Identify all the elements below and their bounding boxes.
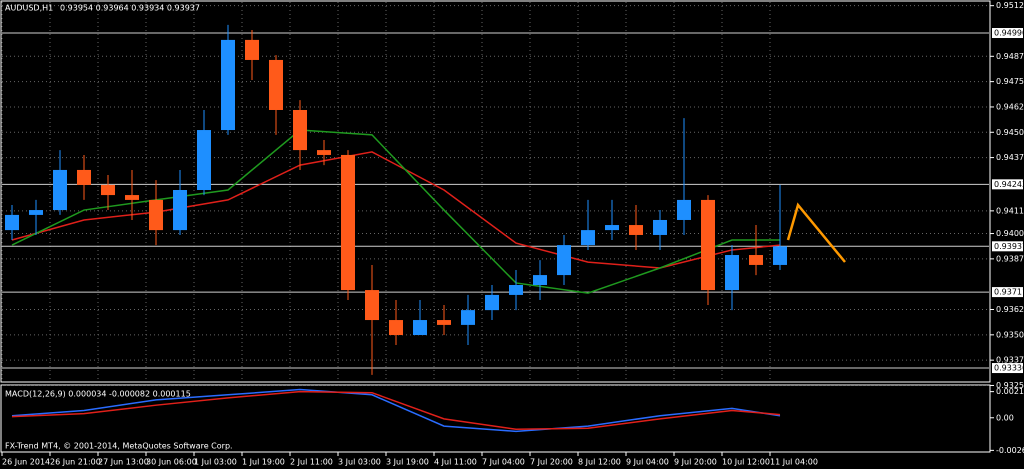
y-tick-label: 0.002139	[996, 387, 1024, 396]
x-tick-label: 27 Jun 13:00	[98, 458, 149, 467]
x-tick-label: 1 Jul 03:00	[194, 458, 237, 467]
level-label: 0.94243	[994, 180, 1024, 189]
candle-body	[77, 169, 91, 185]
y-tick-label: 0.94875	[996, 52, 1024, 61]
level-label: 0.93336	[994, 364, 1024, 373]
candle-body	[629, 225, 643, 235]
candle-body	[389, 320, 403, 336]
candle-body	[317, 150, 331, 155]
x-tick-label: 26 Jun 21:00	[50, 458, 101, 467]
candle-body	[701, 199, 715, 291]
x-tick-label: 30 Jun 06:00	[146, 458, 197, 467]
line-series	[11, 388, 781, 433]
level-label: 0.93937	[994, 242, 1024, 251]
candle-body	[557, 245, 571, 276]
candle-body	[533, 275, 547, 285]
candle-body	[149, 199, 163, 231]
level-box	[992, 363, 1023, 374]
x-tick-label: 4 Jul 11:00	[434, 458, 477, 467]
candle-body	[509, 285, 523, 295]
y-tick-label: 0.93875	[996, 254, 1024, 263]
candle-body	[341, 154, 355, 291]
x-tick-label: 9 Jul 04:00	[626, 458, 669, 467]
macd-frame	[0, 384, 991, 453]
line-series	[11, 129, 780, 294]
candle-body	[461, 310, 475, 325]
candle-body	[725, 255, 739, 291]
candle-body	[101, 184, 115, 196]
candle-body	[605, 225, 619, 231]
line-series	[11, 151, 781, 269]
x-tick-label: 11 Jul 04:00	[770, 458, 818, 467]
candle-body	[197, 130, 211, 190]
candle-body	[653, 219, 667, 235]
level-box	[992, 287, 1023, 298]
candle-body	[125, 195, 139, 200]
candle-body	[413, 320, 427, 336]
x-tick-label: 3 Jul 03:00	[338, 458, 381, 467]
level-box	[992, 241, 1023, 252]
x-tick-label: 9 Jul 20:00	[674, 458, 717, 467]
level-label: 0.93711	[994, 288, 1024, 297]
level-box	[992, 28, 1023, 39]
y-tick-label: 0.94375	[996, 153, 1024, 162]
candle-body	[29, 210, 43, 215]
main-frame	[0, 0, 991, 383]
level-label: 0.94990	[994, 29, 1024, 38]
candle-body	[5, 214, 19, 231]
footer: FX-Trend MT4, © 2001-2014, MetaQuotes So…	[5, 442, 233, 451]
x-tick-label: 2 Jul 11:00	[290, 458, 333, 467]
candle-body	[677, 199, 691, 220]
candle-body	[221, 39, 235, 131]
x-tick-label: 10 Jul 12:00	[722, 458, 770, 467]
line-series	[11, 390, 781, 431]
y-tick-label: 0.93375	[996, 356, 1024, 365]
y-tick-label: 0.00	[996, 413, 1014, 422]
candle-body	[773, 246, 787, 265]
x-tick-label: 26 Jun 2014	[2, 458, 50, 467]
y-tick-label: 0.94112	[996, 206, 1024, 215]
candle-body	[269, 59, 283, 110]
candle-body	[581, 230, 595, 246]
candle-body	[245, 39, 259, 60]
x-tick-label: 7 Jul 20:00	[530, 458, 573, 467]
candle-body	[485, 294, 499, 311]
candle-body	[749, 255, 763, 265]
y-tick-label: 0.95125	[996, 1, 1024, 10]
y-tick-label: 0.93625	[996, 305, 1024, 314]
y-tick-label: -0.002666	[996, 446, 1024, 455]
candle-body	[437, 320, 451, 325]
level-box	[992, 179, 1023, 190]
x-tick-label: 3 Jul 19:00	[386, 458, 429, 467]
x-tick-label: 1 Jul 19:00	[242, 458, 285, 467]
chart-title: AUDUSD,H1	[5, 4, 53, 13]
x-tick-label: 8 Jul 12:00	[578, 458, 621, 467]
quote: 0.93954 0.93964 0.93934 0.93937	[60, 4, 200, 13]
candle-body	[293, 109, 307, 151]
candle-body	[173, 190, 187, 231]
macd-title: MACD(12,26,9) 0.000034 -0.000082 0.00011…	[5, 390, 191, 399]
projection-line	[786, 202, 846, 263]
candle-body	[53, 169, 67, 211]
x-tick-label: 7 Jul 04:00	[482, 458, 525, 467]
y-tick-label: 0.94625	[996, 102, 1024, 111]
candle-body	[365, 290, 379, 321]
